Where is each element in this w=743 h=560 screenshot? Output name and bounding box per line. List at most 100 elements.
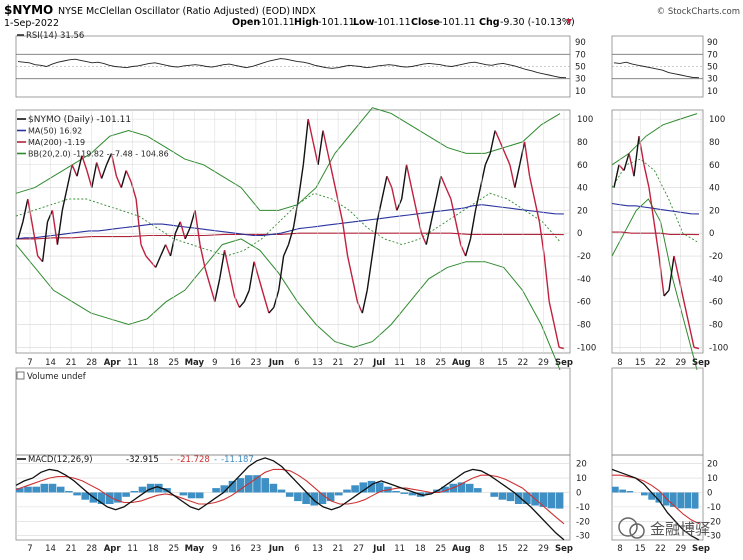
x-tick-label-bottom: 8	[479, 544, 484, 554]
macd-hist-bar	[302, 492, 310, 504]
nymo-line-segment	[479, 164, 486, 188]
nymo-line-segment	[32, 227, 39, 257]
x-tick-label-top: 21	[333, 358, 344, 368]
nymo-line-segment	[489, 130, 496, 154]
zoom-nymo-line-segment	[613, 164, 620, 188]
nymo-line-segment	[41, 221, 49, 262]
nymo-line-segment	[184, 227, 191, 240]
nymo-line-segment	[346, 255, 354, 279]
x-tick-label-top: 11	[127, 358, 138, 368]
nymo-line-segment	[86, 170, 93, 188]
x-tick-label-bottom: 29	[538, 544, 549, 554]
date-label: 1-Sep-2022	[4, 18, 59, 29]
x-tick-label-top: 8	[479, 358, 484, 368]
low-label: Low	[353, 17, 375, 28]
macd-hist-bar	[441, 486, 449, 493]
macd-legend-macd-value: -32.915	[126, 455, 159, 465]
x-tick-label-bottom: 21	[333, 544, 344, 554]
nymo-line-segment	[405, 164, 413, 188]
nymo-line-segment	[253, 261, 260, 279]
macd-legend-signal-value: -21.728	[177, 455, 210, 465]
macd-hist-bar	[48, 483, 57, 493]
zoom-x-tick-label-top: 22	[655, 358, 666, 368]
zoom-x-tick-label-bottom: 29	[675, 544, 686, 554]
nymo-line-segment	[268, 306, 275, 314]
nymo-line-segment	[371, 221, 378, 257]
x-tick-label-top: Jul	[372, 358, 385, 368]
nymo-line-segment	[366, 255, 373, 291]
nymo-line-segment	[120, 170, 127, 188]
nymo-line-segment	[91, 162, 98, 188]
nymo-line-segment	[76, 155, 83, 177]
nymo-line-segment	[115, 175, 122, 188]
nymo-line-segment	[164, 244, 172, 257]
macd-legend-hist-value: -11.187	[221, 455, 254, 465]
nymo-line-segment	[548, 301, 555, 325]
zoom-x-tick-label-top: 8	[617, 358, 622, 368]
zoom-x-tick-label-top: Sep	[692, 358, 710, 368]
rsi-zoom-tick-label: 50	[707, 63, 718, 73]
macd-hist-bar	[514, 492, 523, 504]
nymo-line-segment	[51, 210, 59, 245]
macd-hist-bar	[130, 491, 139, 493]
x-tick-label-top: 23	[251, 358, 262, 368]
close-label: Close	[411, 17, 440, 28]
zoom-bb-lower-line	[611, 198, 698, 371]
x-tick-label-top: 28	[86, 358, 97, 368]
main-zoom-tick-label: -20	[709, 252, 723, 262]
macd-hist-bar	[351, 485, 359, 493]
main-tick-label: 40	[577, 184, 588, 194]
macd-hist-bar	[555, 492, 564, 509]
nymo-line-segment	[130, 181, 137, 200]
main-tick-label: 20	[577, 206, 588, 216]
rsi-zoom-tick-label: 90	[707, 38, 718, 48]
nymo-line-segment	[287, 227, 295, 245]
nymo-line-segment	[450, 198, 457, 222]
exchange-label: INDX	[292, 6, 316, 17]
zoom-macd-hist-bar	[677, 492, 684, 509]
nymo-line-segment	[351, 278, 359, 302]
macd-hist-bar	[294, 492, 302, 502]
nymo-line-segment	[425, 221, 432, 245]
zoom-macd-line	[611, 468, 700, 541]
macd-hist-bar	[392, 491, 400, 493]
nymo-line-segment	[469, 210, 477, 240]
zoom-macd-hist-bar	[684, 492, 692, 509]
zoom-nymo-line-segment	[623, 153, 630, 171]
volume-zoom-panel-frame	[611, 367, 704, 456]
zoom-macd-hist-bar	[655, 492, 663, 503]
rsi-zoom-line	[613, 61, 700, 79]
macd-hist-bar	[114, 492, 122, 503]
macd-tick-label: -10	[576, 503, 590, 513]
rsi-tick-label: 30	[575, 75, 586, 85]
nymo-line-segment	[317, 130, 324, 165]
x-tick-label-bottom: 7	[27, 544, 32, 554]
main-zoom-tick-label: 80	[709, 138, 720, 148]
nymo-line-segment	[179, 221, 186, 240]
macd-hist-bar	[81, 492, 89, 500]
nymo-line-segment	[533, 198, 541, 222]
nymo-line-segment	[27, 198, 34, 228]
nymo-line-segment	[228, 272, 236, 297]
x-tick-label-bottom: 18	[415, 544, 426, 554]
nymo-line-segment	[523, 141, 531, 177]
low-value: -101.11	[374, 17, 411, 28]
main-tick-label: 0	[577, 229, 582, 239]
macd-legend-sep2: -	[214, 455, 217, 465]
nymo-line-segment	[174, 221, 181, 234]
x-tick-label-bottom: Aug	[452, 544, 471, 554]
x-tick-label-top: 25	[168, 358, 179, 368]
zoom-nymo-line-segment	[693, 346, 700, 350]
nymo-line-segment	[194, 210, 201, 245]
main-zoom-tick-label: -60	[709, 298, 723, 308]
macd-hist-bar	[220, 485, 229, 493]
symbol-label: $NYMO	[4, 3, 53, 17]
close-value: -101.11	[439, 17, 476, 28]
main-panel-frame	[15, 109, 571, 354]
nymo-line-segment	[105, 153, 113, 166]
macd-hist-bar	[253, 475, 261, 493]
nymo-line-segment	[509, 164, 516, 188]
nymo-line-segment	[96, 162, 103, 179]
rsi-tick-label: 10	[575, 87, 586, 97]
